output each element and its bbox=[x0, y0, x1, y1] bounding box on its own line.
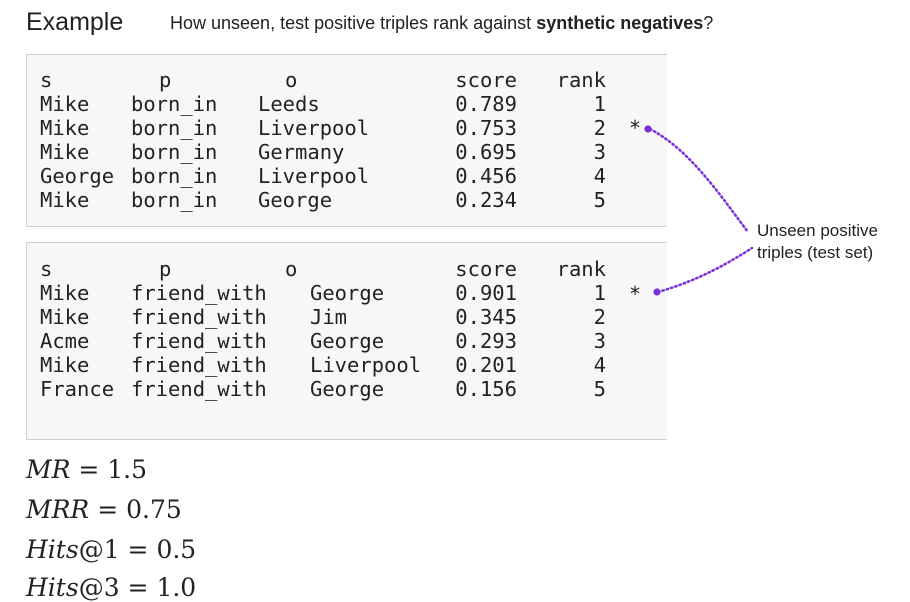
metric-hits-1-name: Hits bbox=[26, 535, 79, 564]
row3-p: born_in bbox=[131, 140, 218, 164]
row5-p: born_in bbox=[131, 188, 218, 212]
row1-p: born_in bbox=[131, 92, 218, 116]
row1-rank: 1 bbox=[593, 92, 606, 116]
metric-hits-1: Hits@1 = 0.5 bbox=[26, 535, 197, 564]
column-header-s: s bbox=[40, 68, 53, 92]
row2-score: 0.345 bbox=[455, 305, 517, 329]
row4-rank: 4 bbox=[593, 164, 606, 188]
column-header-o: o bbox=[285, 257, 298, 281]
connector-dot-2 bbox=[653, 288, 661, 296]
row3-rank: 3 bbox=[593, 329, 606, 353]
metric-mr: MR = 1.5 bbox=[26, 455, 148, 484]
row5-o: George bbox=[310, 377, 385, 401]
callout-line-2: triples (test set) bbox=[757, 243, 874, 262]
positive-marker-2: * bbox=[629, 282, 642, 306]
row2-o: Jim bbox=[310, 305, 348, 329]
positive-marker-1: * bbox=[629, 116, 642, 140]
row1-p: friend_with bbox=[131, 281, 267, 305]
row4-p: born_in bbox=[131, 164, 218, 188]
row2-s: Mike bbox=[40, 116, 90, 140]
row4-s: Mike bbox=[40, 353, 90, 377]
example-heading: Example bbox=[26, 8, 124, 36]
callout-line-1: Unseen positive bbox=[757, 221, 878, 240]
metric-mrr: MRR = 0.75 bbox=[26, 495, 182, 524]
metric-hits-3-k: @3 bbox=[78, 573, 120, 602]
metric-mrr-name: MRR bbox=[26, 495, 90, 524]
row3-o: George bbox=[310, 329, 385, 353]
output-panel-born-in: s p o score rank Mike born_in Leeds 0.78… bbox=[26, 54, 667, 227]
column-header-o: o bbox=[285, 68, 298, 92]
question-text: How unseen, test positive triples rank a… bbox=[170, 13, 713, 34]
row2-p: friend_with bbox=[131, 305, 267, 329]
row2-score: 0.753 bbox=[455, 116, 517, 140]
row2-s: Mike bbox=[40, 305, 90, 329]
row4-o: Liverpool bbox=[310, 353, 422, 377]
question-prefix: How unseen, test positive triples rank a… bbox=[170, 13, 537, 33]
column-header-p: p bbox=[159, 68, 172, 92]
row4-s: George bbox=[40, 164, 115, 188]
row1-score: 0.789 bbox=[455, 92, 517, 116]
row3-score: 0.695 bbox=[455, 140, 517, 164]
row5-score: 0.234 bbox=[455, 188, 517, 212]
column-header-p: p bbox=[159, 257, 172, 281]
row5-o: George bbox=[258, 188, 333, 212]
row1-s: Mike bbox=[40, 92, 90, 116]
column-header-rank: rank bbox=[556, 257, 606, 281]
metric-mrr-value: 0.75 bbox=[126, 495, 182, 524]
row3-o: Germany bbox=[258, 140, 345, 164]
column-header-score: score bbox=[455, 68, 517, 92]
metric-hits-1-k: @1 bbox=[78, 535, 120, 564]
row1-o: Leeds bbox=[258, 92, 320, 116]
row2-rank: 2 bbox=[593, 116, 606, 140]
row3-score: 0.293 bbox=[455, 329, 517, 353]
row1-o: George bbox=[310, 281, 385, 305]
row3-s: Mike bbox=[40, 140, 90, 164]
row1-rank: 1 bbox=[593, 281, 606, 305]
row2-rank: 2 bbox=[593, 305, 606, 329]
row5-rank: 5 bbox=[593, 377, 606, 401]
row4-score: 0.456 bbox=[455, 164, 517, 188]
row1-s: Mike bbox=[40, 281, 90, 305]
connector-dot-1 bbox=[644, 125, 652, 133]
output-panel-friend-with: s p o score rank Mike friend_with George… bbox=[26, 242, 667, 440]
metric-mr-value: 1.5 bbox=[107, 455, 148, 484]
row3-rank: 3 bbox=[593, 140, 606, 164]
row3-p: friend_with bbox=[131, 329, 267, 353]
column-header-score: score bbox=[455, 257, 517, 281]
row5-score: 0.156 bbox=[455, 377, 517, 401]
row1-score: 0.901 bbox=[455, 281, 517, 305]
metric-mr-name: MR bbox=[26, 455, 71, 484]
connector-line-2 bbox=[656, 246, 754, 294]
row4-score: 0.201 bbox=[455, 353, 517, 377]
row4-rank: 4 bbox=[593, 353, 606, 377]
metric-hits-3: Hits@3 = 1.0 bbox=[26, 573, 197, 602]
row4-o: Liverpool bbox=[258, 164, 370, 188]
question-bold: synthetic negatives bbox=[536, 13, 704, 33]
row5-s: France bbox=[40, 377, 115, 401]
row3-s: Acme bbox=[40, 329, 90, 353]
callout-label: Unseen positive triples (test set) bbox=[757, 220, 878, 264]
metric-hits-1-value: 0.5 bbox=[156, 535, 197, 564]
row5-rank: 5 bbox=[593, 188, 606, 212]
row5-p: friend_with bbox=[131, 377, 267, 401]
metric-hits-3-name: Hits bbox=[26, 573, 79, 602]
row2-p: born_in bbox=[131, 116, 218, 140]
row2-o: Liverpool bbox=[258, 116, 370, 140]
row5-s: Mike bbox=[40, 188, 90, 212]
connector-line-1 bbox=[648, 127, 750, 234]
row4-p: friend_with bbox=[131, 353, 267, 377]
column-header-rank: rank bbox=[556, 68, 606, 92]
question-suffix: ? bbox=[703, 13, 714, 33]
column-header-s: s bbox=[40, 257, 53, 281]
metric-hits-3-value: 1.0 bbox=[156, 573, 197, 602]
